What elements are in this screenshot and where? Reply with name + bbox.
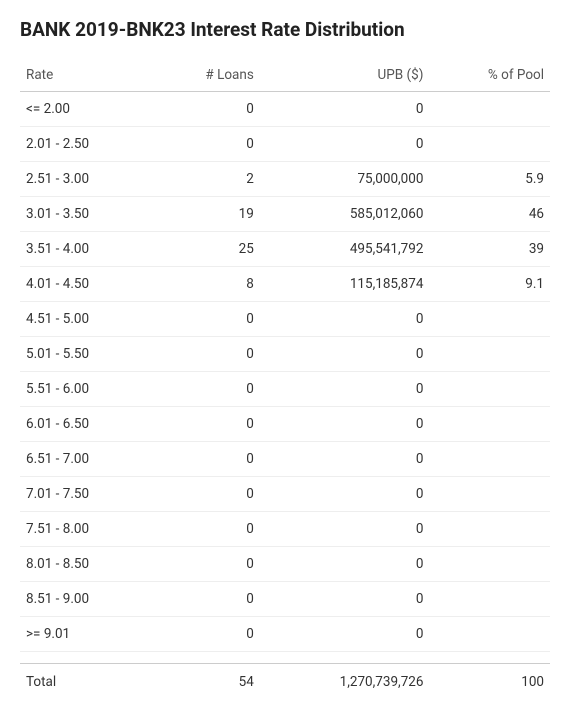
cell-loans: 0 [153,617,260,652]
total-pct: 100 [429,664,550,699]
cell-upb: 75,000,000 [260,162,430,197]
cell-upb: 0 [260,127,430,162]
cell-pct: 9.1 [429,267,550,302]
cell-pct [429,407,550,442]
cell-loans: 0 [153,127,260,162]
total-upb: 1,270,739,726 [260,664,430,699]
cell-loans: 0 [153,547,260,582]
cell-upb: 495,541,792 [260,232,430,267]
table-row: 5.01 - 5.5000 [20,337,550,372]
col-upb: UPB ($) [260,59,430,92]
cell-rate: 8.51 - 9.00 [20,582,153,617]
col-pct: % of Pool [429,59,550,92]
cell-rate: 2.01 - 2.50 [20,127,153,162]
cell-rate: <= 2.00 [20,92,153,127]
cell-rate: 3.51 - 4.00 [20,232,153,267]
table-row: >= 9.0100 [20,617,550,652]
cell-loans: 0 [153,337,260,372]
table-row: <= 2.0000 [20,92,550,127]
cell-upb: 0 [260,477,430,512]
table-row: 3.51 - 4.0025495,541,79239 [20,232,550,267]
cell-loans: 0 [153,582,260,617]
cell-rate: 4.51 - 5.00 [20,302,153,337]
table-row: 2.51 - 3.00275,000,0005.9 [20,162,550,197]
table-header-row: Rate # Loans UPB ($) % of Pool [20,59,550,92]
cell-loans: 0 [153,442,260,477]
cell-loans: 0 [153,512,260,547]
total-loans: 54 [153,664,260,699]
cell-rate: 6.01 - 6.50 [20,407,153,442]
cell-upb: 0 [260,512,430,547]
cell-pct: 5.9 [429,162,550,197]
table-row: 8.01 - 8.5000 [20,547,550,582]
table-row: 5.51 - 6.0000 [20,372,550,407]
cell-rate: 6.51 - 7.00 [20,442,153,477]
rate-distribution-table: Rate # Loans UPB ($) % of Pool <= 2.0000… [20,59,550,698]
cell-upb: 0 [260,372,430,407]
table-row: 4.51 - 5.0000 [20,302,550,337]
cell-rate: 2.51 - 3.00 [20,162,153,197]
cell-loans: 0 [153,372,260,407]
cell-loans: 0 [153,302,260,337]
cell-pct [429,477,550,512]
table-row: 4.01 - 4.508115,185,8749.1 [20,267,550,302]
cell-loans: 25 [153,232,260,267]
cell-loans: 2 [153,162,260,197]
cell-rate: 8.01 - 8.50 [20,547,153,582]
cell-pct [429,547,550,582]
cell-pct: 46 [429,197,550,232]
cell-rate: 7.51 - 8.00 [20,512,153,547]
cell-loans: 19 [153,197,260,232]
cell-rate: >= 9.01 [20,617,153,652]
cell-upb: 0 [260,407,430,442]
cell-upb: 0 [260,547,430,582]
table-row: 6.01 - 6.5000 [20,407,550,442]
cell-pct [429,127,550,162]
cell-upb: 0 [260,302,430,337]
table-row: 3.01 - 3.5019585,012,06046 [20,197,550,232]
cell-pct: 39 [429,232,550,267]
cell-pct [429,617,550,652]
table-row: 7.01 - 7.5000 [20,477,550,512]
cell-upb: 115,185,874 [260,267,430,302]
cell-upb: 0 [260,337,430,372]
cell-pct [429,337,550,372]
cell-pct [429,372,550,407]
cell-upb: 0 [260,582,430,617]
cell-upb: 0 [260,442,430,477]
cell-pct [429,92,550,127]
table-row: 6.51 - 7.0000 [20,442,550,477]
cell-rate: 3.01 - 3.50 [20,197,153,232]
cell-loans: 8 [153,267,260,302]
cell-pct [429,512,550,547]
cell-loans: 0 [153,407,260,442]
cell-rate: 5.01 - 5.50 [20,337,153,372]
cell-loans: 0 [153,477,260,512]
cell-loans: 0 [153,92,260,127]
col-rate: Rate [20,59,153,92]
table-row: 8.51 - 9.0000 [20,582,550,617]
cell-pct [429,302,550,337]
table-row: 2.01 - 2.5000 [20,127,550,162]
cell-rate: 4.01 - 4.50 [20,267,153,302]
cell-pct [429,442,550,477]
table-row: 7.51 - 8.0000 [20,512,550,547]
cell-rate: 7.01 - 7.50 [20,477,153,512]
cell-rate: 5.51 - 6.00 [20,372,153,407]
cell-upb: 0 [260,92,430,127]
cell-upb: 0 [260,617,430,652]
total-label: Total [20,664,153,699]
page-title: BANK 2019-BNK23 Interest Rate Distributi… [20,18,550,41]
col-loans: # Loans [153,59,260,92]
table-total-row: Total 54 1,270,739,726 100 [20,664,550,699]
cell-pct [429,582,550,617]
cell-upb: 585,012,060 [260,197,430,232]
